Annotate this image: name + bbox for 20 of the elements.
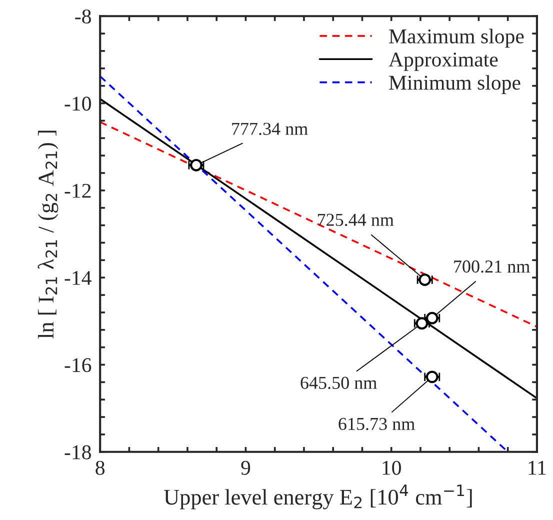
annotation: 615.73 nm [338,418,415,430]
y-tick-label: -12 [64,184,91,198]
x-tick-label: 8 [96,460,105,475]
x-tick-label: 10 [382,460,401,475]
y-tick-label: -16 [64,358,92,372]
legend-label: Maximum slope [389,28,524,48]
x-axis-title: Upper level energy E$_{2}$ [10$^{4}$ cm$^{−1}$] [164,484,472,510]
x-tick-label: 9 [241,460,250,475]
annotation: 700.21 nm [454,260,530,273]
annotation: 645.50 nm [300,376,377,390]
y-tick-label: -8 [75,9,91,24]
y-tick-label: -10 [64,96,91,111]
text: ln [ I$_{21}$ λ$_{21}$ / (g$_{2}$ A$_{21}$) ] [38,130,58,339]
x-tick-label: 11 [528,460,546,475]
y-tick-label: -18 [64,445,91,460]
y-tick-label: -14 [64,271,92,285]
annotation: 777.34 nm [232,122,308,136]
legend-label: Approximate [388,52,498,71]
legend-label: Minimum slope [389,75,520,94]
annotation: 725.44 nm [318,214,394,226]
